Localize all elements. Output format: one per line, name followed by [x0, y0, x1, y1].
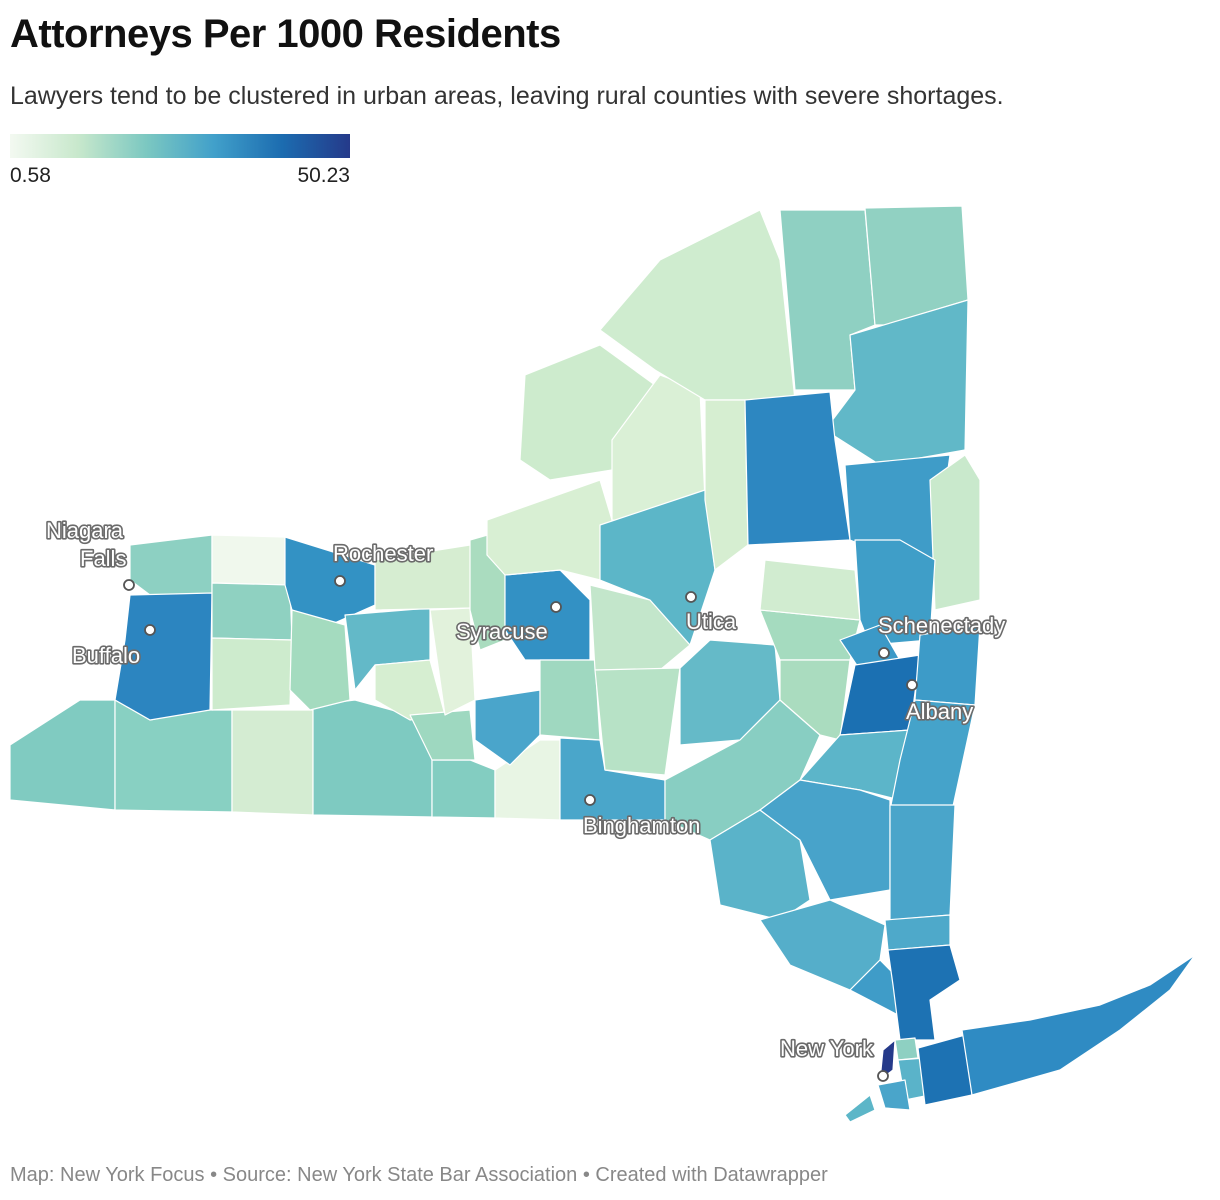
- city-label-binghamton: Binghamton: [583, 813, 700, 838]
- county-new-york[interactable]: [879, 1039, 896, 1081]
- city-dot-albany: [906, 679, 918, 691]
- county-map: Niagara Falls Buffalo Rochester Syracuse…: [9, 205, 1196, 1123]
- city-dot-new-york: [877, 1070, 889, 1082]
- city-label-new-york: New York: [780, 1036, 874, 1061]
- county-putnam[interactable]: [884, 914, 951, 951]
- legend-min-label: 0.58: [10, 164, 51, 187]
- county-kings[interactable]: [877, 1079, 911, 1111]
- county-richmond[interactable]: [844, 1094, 876, 1123]
- city-label-syracuse: Syracuse: [456, 619, 548, 644]
- county-onondaga[interactable]: [504, 569, 591, 661]
- legend-max-label: 50.23: [297, 164, 350, 187]
- county-chautauqua[interactable]: [9, 699, 116, 811]
- county-westchester[interactable]: [887, 944, 961, 1041]
- county-bronx[interactable]: [894, 1037, 919, 1061]
- city-label-albany: Albany: [906, 699, 973, 724]
- county-wyoming[interactable]: [211, 637, 293, 711]
- city-label-niagara-falls-2: Falls: [80, 546, 126, 571]
- footer-credits: Map: New York Focus • Source: New York S…: [10, 1164, 828, 1186]
- county-allegany[interactable]: [231, 709, 314, 816]
- city-dot-schenectady: [878, 647, 890, 659]
- county-cattaraugus[interactable]: [114, 699, 233, 813]
- county-hamilton[interactable]: [744, 391, 851, 546]
- city-label-utica: Utica: [686, 609, 737, 634]
- city-label-schenectady: Schenectady: [878, 613, 1005, 638]
- county-chenango[interactable]: [594, 667, 681, 776]
- county-suffolk[interactable]: [961, 954, 1196, 1096]
- color-scale-legend: [10, 134, 350, 158]
- city-label-niagara-falls-1: Niagara: [46, 518, 124, 543]
- county-washington[interactable]: [929, 454, 981, 611]
- county-fulton[interactable]: [759, 559, 861, 621]
- city-dot-buffalo: [144, 624, 156, 636]
- city-dot-binghamton: [584, 794, 596, 806]
- county-dutchess[interactable]: [889, 804, 956, 921]
- county-herkimer[interactable]: [704, 399, 749, 571]
- city-dot-rochester: [334, 575, 346, 587]
- city-dot-niagara-falls: [123, 579, 135, 591]
- county-orleans[interactable]: [211, 534, 286, 586]
- city-dot-utica: [685, 591, 697, 603]
- county-chemung[interactable]: [431, 759, 496, 819]
- map-subtitle: Lawyers tend to be clustered in urban ar…: [10, 82, 1004, 110]
- county-tompkins[interactable]: [474, 689, 541, 766]
- county-niagara[interactable]: [129, 534, 213, 601]
- county-oswego[interactable]: [486, 479, 613, 581]
- county-schoharie[interactable]: [779, 659, 851, 741]
- city-label-rochester: Rochester: [333, 541, 433, 566]
- map-title: Attorneys Per 1000 Residents: [10, 12, 561, 56]
- county-cortland[interactable]: [539, 659, 601, 741]
- county-livingston[interactable]: [289, 609, 351, 711]
- county-genesee[interactable]: [211, 582, 293, 641]
- city-label-buffalo: Buffalo: [72, 643, 140, 668]
- county-madison[interactable]: [589, 584, 691, 671]
- city-dot-syracuse: [550, 601, 562, 613]
- county-st-lawrence[interactable]: [599, 209, 796, 401]
